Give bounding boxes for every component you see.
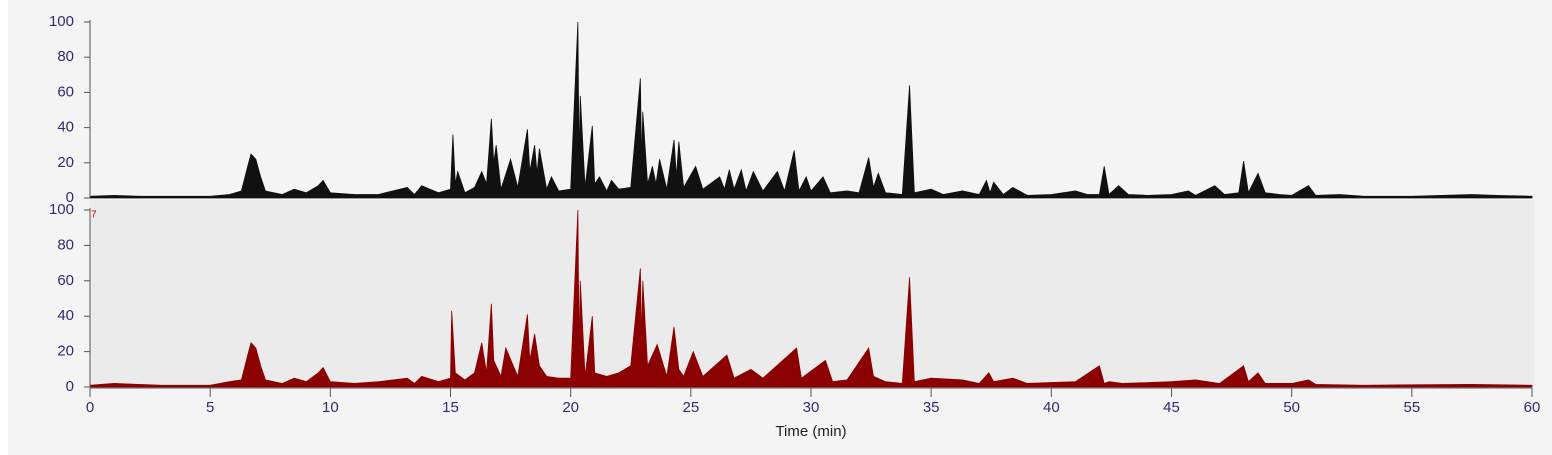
x-tick-label: 55 bbox=[1403, 399, 1420, 416]
y-tick-label: 40 bbox=[57, 119, 74, 136]
x-tick-label: 5 bbox=[206, 399, 214, 416]
x-axis-title: Time (min) bbox=[775, 423, 846, 440]
y-tick-label: 0 bbox=[66, 378, 74, 395]
x-tick-label: 60 bbox=[1524, 399, 1541, 416]
y-tick-label: 80 bbox=[57, 48, 74, 65]
x-tick-label: 10 bbox=[322, 399, 339, 416]
y-tick-label: 100 bbox=[49, 13, 74, 30]
x-tick-label: 45 bbox=[1163, 399, 1180, 416]
trace-annotation: 7 bbox=[91, 210, 97, 221]
x-tick-label: 15 bbox=[442, 399, 459, 416]
y-tick-label: 60 bbox=[57, 83, 74, 100]
x-tick-label: 0 bbox=[86, 399, 94, 416]
signal-trace bbox=[89, 21, 1533, 199]
y-tick-label: 0 bbox=[66, 189, 74, 206]
plot-background bbox=[90, 12, 1534, 198]
plot-background bbox=[90, 200, 1534, 387]
y-tick-label: 80 bbox=[57, 236, 74, 253]
y-tick-label: 100 bbox=[49, 201, 74, 218]
x-tick-label: 50 bbox=[1283, 399, 1300, 416]
x-tick-label: 25 bbox=[682, 399, 699, 416]
x-tick-label: 20 bbox=[562, 399, 579, 416]
x-tick-label: 35 bbox=[923, 399, 940, 416]
x-tick-label: 40 bbox=[1043, 399, 1060, 416]
y-tick-label: 60 bbox=[57, 272, 74, 289]
y-tick-label: 20 bbox=[57, 154, 74, 171]
signal-trace bbox=[89, 209, 1533, 388]
x-tick-label: 30 bbox=[803, 399, 820, 416]
y-tick-label: 20 bbox=[57, 343, 74, 360]
y-tick-label: 40 bbox=[57, 307, 74, 324]
